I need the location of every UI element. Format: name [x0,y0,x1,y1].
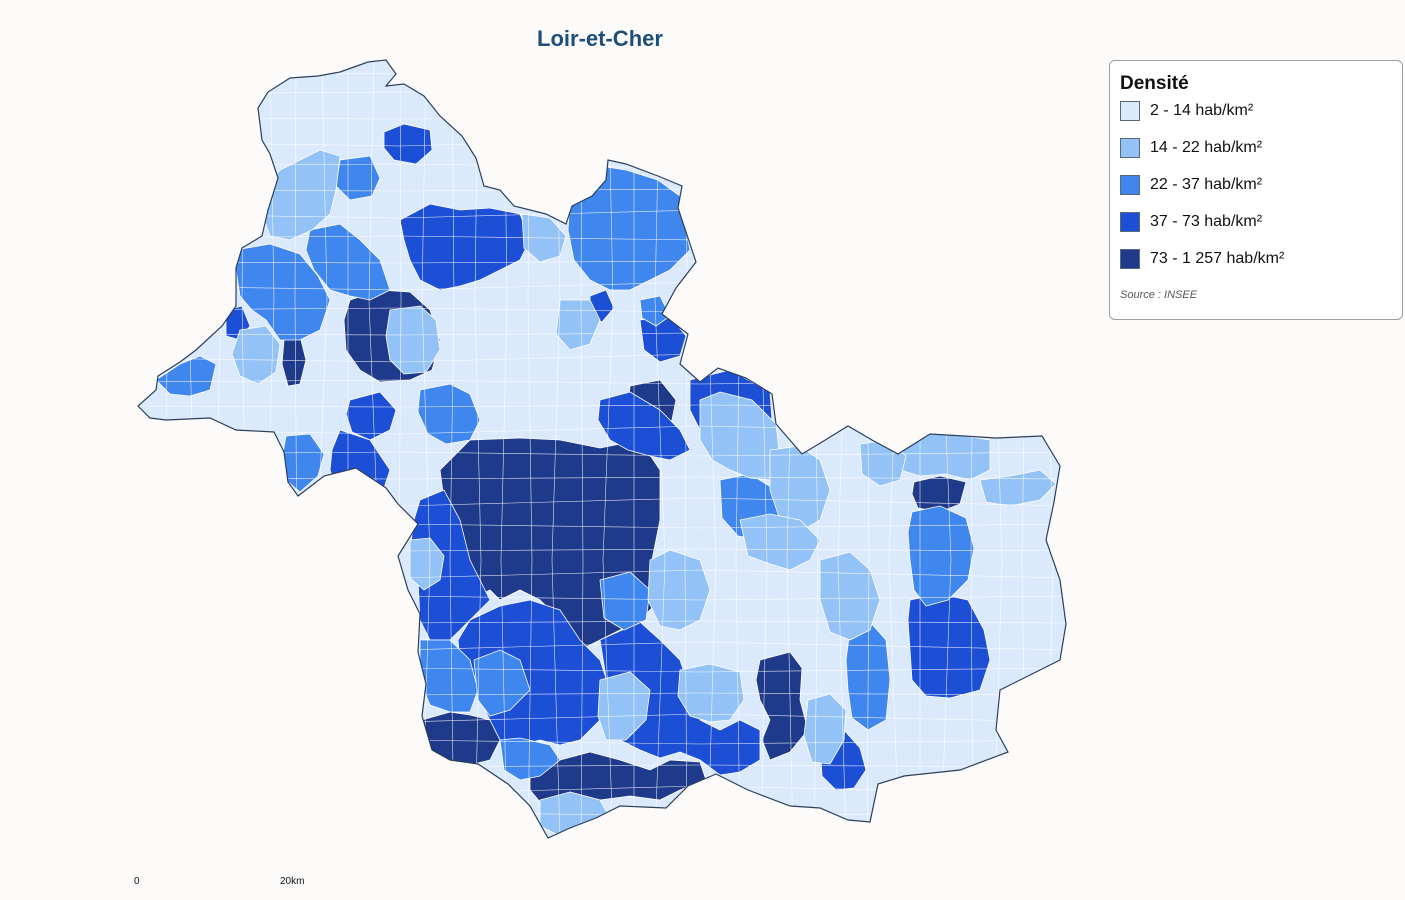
commune-boundary [138,163,1066,169]
commune-boundary [265,60,275,838]
commune-boundary [241,60,247,838]
legend-source: Source : INSEE [1120,289,1198,301]
commune-area [907,593,991,699]
legend-swatch-class-3 [1120,175,1140,195]
commune-area [155,355,217,397]
commune-boundary [421,60,431,838]
commune-area [819,551,881,641]
commune-boundary [654,60,666,838]
commune-area [261,149,341,241]
commune-area [639,295,671,327]
legend-swatch-class-2 [1120,138,1140,158]
commune-boundary [138,836,1066,838]
commune-area [597,671,651,741]
legend-title: Densité [1120,73,1189,94]
commune-area [907,505,975,607]
legend-label-class-5: 73 - 1 257 hab/km² [1150,250,1285,267]
commune-boundary [138,60,145,838]
commune-area [755,651,809,761]
commune-area [597,391,691,461]
commune-area [499,737,561,781]
commune-boundary [474,60,482,838]
commune-area [421,711,501,766]
commune-boundary [602,60,614,838]
legend-label-class-1: 2 - 14 hab/km² [1150,102,1254,119]
commune-area [647,549,711,631]
commune-area [895,433,991,481]
commune-boundary [188,60,196,838]
commune-area [739,513,821,571]
commune-area [345,391,397,441]
commune-area [473,649,531,717]
commune-boundary [214,60,222,838]
legend-swatch-class-1 [1120,101,1140,121]
legend-swatch-class-4 [1120,212,1140,232]
legend-panel: Densité 2 - 14 hab/km² 14 - 22 hab/km² 2… [1109,60,1403,320]
commune-area [235,243,331,341]
legend-label-class-2: 14 - 22 hab/km² [1150,139,1263,156]
commune-boundary [449,60,455,838]
legend-label-class-3: 22 - 37 hab/km² [1150,176,1263,193]
commune-area [417,383,481,445]
commune-boundary [138,65,1066,75]
commune-area [383,123,433,165]
legend-label-class-4: 37 - 73 hab/km² [1150,213,1263,230]
scale-start-label: 0 [134,876,140,887]
commune-area [385,305,441,375]
commune-area [567,165,691,291]
scale-end-label: 20km [280,876,305,887]
map-title: Loir-et-Cher [537,26,663,51]
legend-swatch-class-5 [1120,249,1140,269]
commune-area [399,203,531,291]
commune-area [231,325,281,385]
commune-area [803,693,847,765]
commune-boundary [163,60,169,838]
